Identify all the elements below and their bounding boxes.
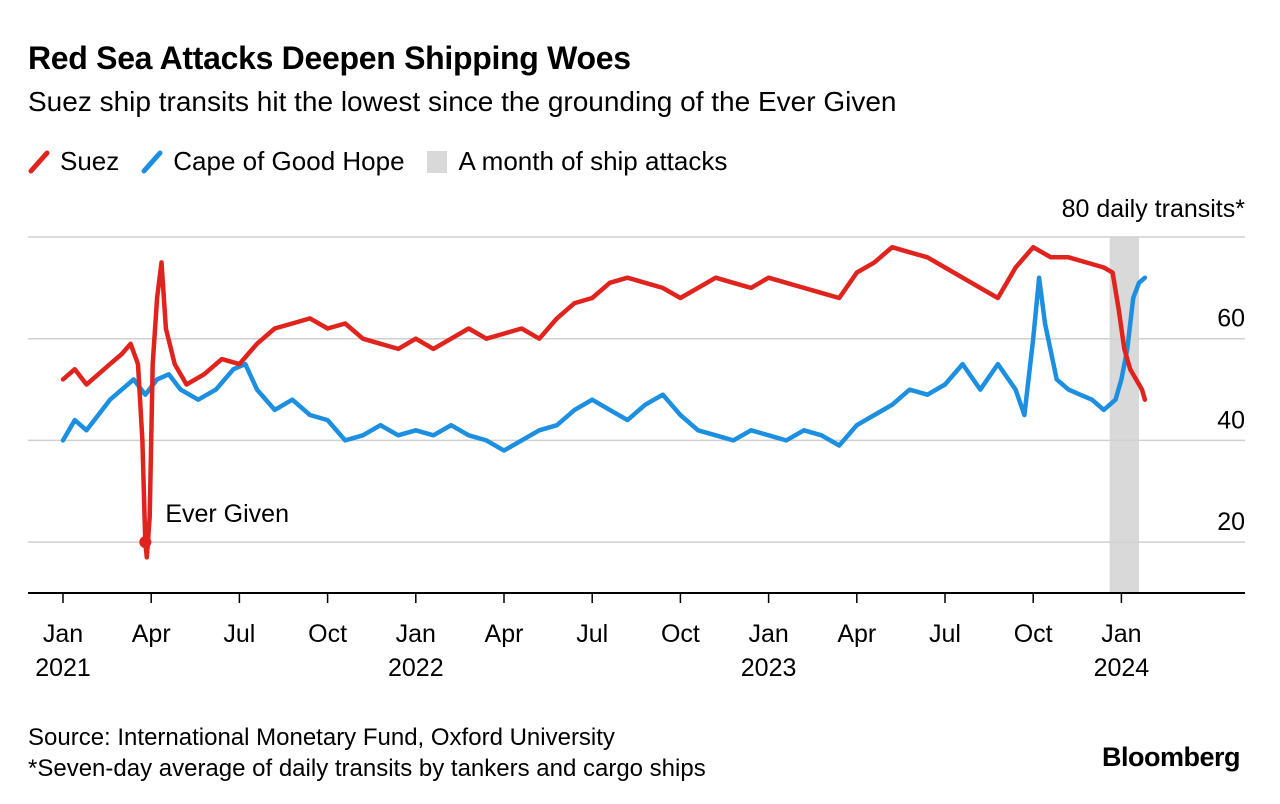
x-tick-label: Apr: [837, 620, 876, 648]
x-tick-label: Jul: [929, 620, 961, 648]
suez-swatch-icon: [28, 150, 50, 173]
x-tick-label: Jan: [43, 620, 83, 648]
chart-subtitle: Suez ship transits hit the lowest since …: [28, 86, 897, 117]
ever-given-marker: [139, 536, 152, 549]
legend-item-cape: Cape of Good Hope: [141, 146, 405, 177]
cape-swatch-icon: [141, 150, 163, 173]
legend-label-suez: Suez: [60, 146, 120, 176]
legend-item-suez: Suez: [28, 146, 119, 177]
y-tick-label: 20: [1217, 508, 1245, 536]
x-tick-label: Jul: [223, 620, 255, 648]
suez-series-line: [60, 244, 1148, 560]
bloomberg-logo: Bloomberg: [1101, 742, 1241, 772]
x-tick-label: Apr: [485, 620, 524, 648]
y-tick-label: 60: [1217, 305, 1245, 333]
legend-label-attacks: A month of ship attacks: [458, 146, 728, 176]
x-tick-label: Oct: [1014, 620, 1053, 648]
chart-legend: Suez Cape of Good Hope A month of ship a…: [28, 146, 749, 177]
ever-given-annotation: Ever Given: [165, 500, 289, 528]
legend-item-attacks: A month of ship attacks: [426, 146, 728, 177]
attacks-swatch-icon: [426, 150, 447, 173]
x-tick-label: Oct: [308, 620, 347, 648]
chart-title: Red Sea Attacks Deepen Shipping Woes: [28, 40, 631, 76]
footnote-line: *Seven-day average of daily transits by …: [28, 755, 706, 782]
x-tick-label: Jan: [748, 620, 788, 648]
source-line: Source: International Monetary Fund, Oxf…: [28, 724, 615, 751]
cape-series-line: [60, 275, 1148, 453]
x-year-label: 2021: [35, 654, 91, 682]
x-tick-label: Jan: [396, 620, 436, 648]
y-tick-label: 40: [1217, 406, 1245, 434]
x-year-label: 2024: [1094, 654, 1150, 682]
legend-label-cape: Cape of Good Hope: [173, 146, 405, 176]
x-tick-label: Jan: [1101, 620, 1141, 648]
x-tick-label: Jul: [576, 620, 608, 648]
x-tick-label: Apr: [132, 620, 171, 648]
x-tick-label: Oct: [661, 620, 700, 648]
y-top-label: 80 daily transits*: [1062, 195, 1246, 223]
x-year-label: 2022: [388, 654, 444, 682]
chart-source: Source: International Monetary Fund, Oxf…: [28, 722, 706, 784]
x-year-label: 2023: [741, 654, 797, 682]
